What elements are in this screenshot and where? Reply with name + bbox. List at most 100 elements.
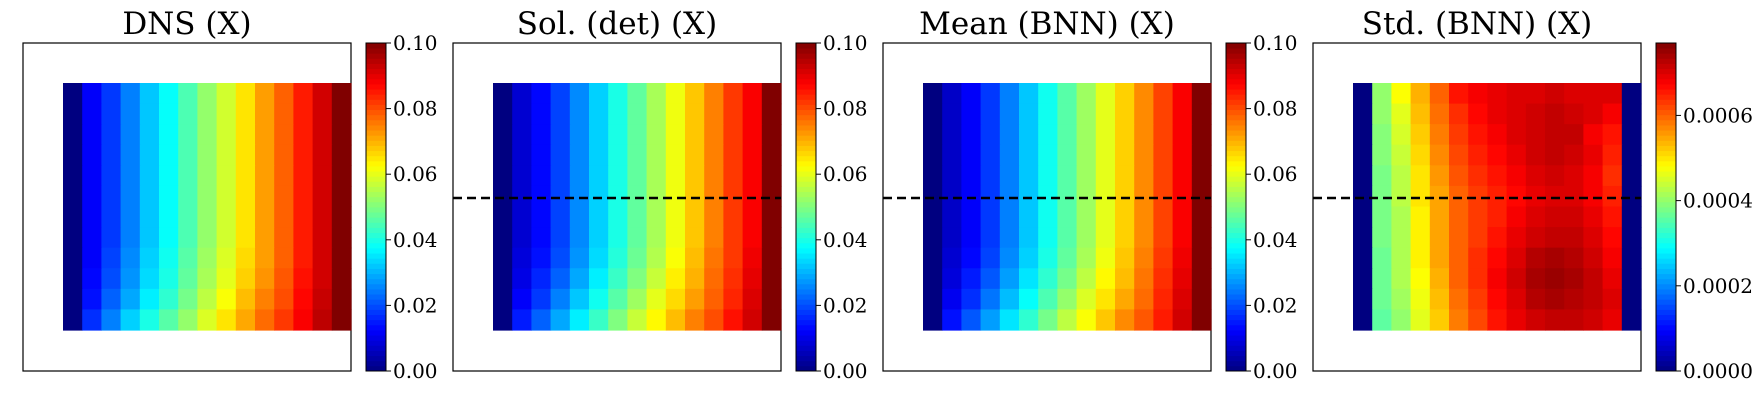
heatmap-cell xyxy=(761,103,782,125)
heatmap-cell xyxy=(512,103,532,125)
colorbar-segment xyxy=(796,217,816,223)
heatmap-cell xyxy=(1583,288,1604,311)
heatmap-cell xyxy=(178,247,198,269)
heatmap-cell xyxy=(704,103,724,125)
colorbar-segment xyxy=(1656,330,1676,336)
heatmap-cell xyxy=(1429,165,1450,187)
heatmap-cell xyxy=(1583,103,1604,125)
heatmap-cell xyxy=(1057,165,1078,187)
heatmap-cell xyxy=(178,185,198,208)
colorbar-segment xyxy=(366,186,386,193)
heatmap-cell xyxy=(1153,124,1174,146)
colorbar-segment xyxy=(1656,166,1676,172)
colorbar-segment xyxy=(1226,258,1246,264)
colorbar-segment xyxy=(796,248,816,254)
heatmap-cell xyxy=(1564,247,1584,269)
heatmap-cell xyxy=(704,247,724,269)
heatmap-cell xyxy=(1153,288,1174,311)
colorbar-segment xyxy=(366,181,386,187)
heatmap-cell xyxy=(961,288,982,311)
heatmap-cell xyxy=(531,288,552,311)
heatmap-cell xyxy=(550,144,571,166)
heatmap-cell xyxy=(1583,247,1604,269)
colorbar-segment xyxy=(796,237,816,244)
heatmap-cell xyxy=(1095,268,1116,290)
heatmap-cell xyxy=(723,83,744,105)
heatmap-cell xyxy=(1506,185,1527,208)
colorbar-segment xyxy=(1656,125,1676,131)
heatmap-cell xyxy=(923,124,943,146)
heatmap-cell xyxy=(1391,165,1412,187)
colorbar-tick-label: 0.0002 xyxy=(1683,274,1753,298)
heatmap-cell xyxy=(255,124,275,146)
colorbar-segment xyxy=(1226,176,1246,182)
colorbar-segment xyxy=(1656,299,1676,305)
heatmap-cell xyxy=(1134,165,1154,187)
heatmap-cell xyxy=(961,206,982,228)
heatmap-cell xyxy=(723,268,744,290)
heatmap-cell xyxy=(493,165,513,187)
heatmap-cell xyxy=(1487,309,1508,331)
heatmap-cell xyxy=(1621,103,1642,125)
colorbar-segment xyxy=(366,232,386,239)
heatmap-cell xyxy=(1076,124,1097,146)
heatmap-cell xyxy=(139,288,160,311)
heatmap-cell xyxy=(1353,124,1373,146)
colorbar-segment xyxy=(366,125,386,131)
colorbar-segment xyxy=(1656,268,1676,275)
heatmap-cell xyxy=(569,83,590,105)
heatmap-cell xyxy=(942,103,962,125)
heatmap-cell xyxy=(1372,288,1392,311)
colorbar-tick-label: 0.08 xyxy=(823,97,868,121)
heatmap-cell xyxy=(1506,103,1527,125)
heatmap-cell xyxy=(1487,144,1508,166)
colorbar-segment xyxy=(366,324,386,331)
colorbar-segment xyxy=(1656,242,1676,249)
heatmap-cell xyxy=(627,124,648,146)
colorbar-segment xyxy=(796,294,816,300)
colorbar-segment xyxy=(1226,324,1246,331)
heatmap-cell xyxy=(331,124,352,146)
heatmap-cell xyxy=(1372,185,1392,208)
heatmap-cell xyxy=(723,288,744,311)
heatmap-cell xyxy=(101,185,122,208)
colorbar-segment xyxy=(796,222,816,228)
heatmap-cell xyxy=(139,247,160,269)
heatmap-cell xyxy=(1019,268,1039,290)
heatmap-cell xyxy=(293,288,314,311)
colorbar-segment xyxy=(1226,227,1246,234)
heatmap-cell xyxy=(139,103,160,125)
heatmap-cell xyxy=(331,206,352,228)
colorbar-segment xyxy=(366,196,386,203)
heatmap-cell xyxy=(569,144,590,166)
panel-title: Std. (BNN) (X) xyxy=(1362,6,1593,42)
colorbar-segment xyxy=(366,222,386,228)
heatmap-cell xyxy=(255,288,275,311)
heatmap-cell xyxy=(1353,185,1373,208)
heatmap-cell xyxy=(235,268,256,290)
heatmap-cell xyxy=(742,144,763,166)
colorbar-segment xyxy=(1226,145,1246,152)
heatmap-cell xyxy=(159,227,179,249)
colorbar-segment xyxy=(1226,181,1246,187)
heatmap-cell xyxy=(1353,83,1373,105)
heatmap-cell xyxy=(627,268,648,290)
colorbar-segment xyxy=(796,201,816,208)
heatmap-cell xyxy=(1506,309,1527,331)
heatmap-cell xyxy=(82,206,102,228)
heatmap-cell xyxy=(1353,144,1373,166)
heatmap-cell xyxy=(942,268,962,290)
heatmap-cell xyxy=(961,103,982,125)
colorbar-segment xyxy=(366,212,386,218)
colorbar-segment xyxy=(1226,109,1246,116)
colorbar-segment xyxy=(796,89,816,95)
heatmap-cell xyxy=(1545,309,1565,331)
colorbar-segment xyxy=(1226,166,1246,172)
heatmap-cell xyxy=(1057,268,1078,290)
colorbar-segment xyxy=(1656,319,1676,326)
heatmap-cell xyxy=(216,227,237,249)
heatmap-cell xyxy=(1449,247,1469,269)
heatmap-cell xyxy=(961,165,982,187)
heatmap-cell xyxy=(550,309,571,331)
heatmap-cell xyxy=(1391,144,1412,166)
